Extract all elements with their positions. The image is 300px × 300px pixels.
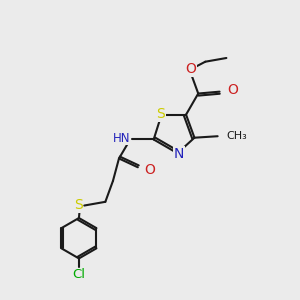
Text: S: S [157,107,165,121]
Text: S: S [74,198,82,212]
Text: O: O [144,163,155,177]
Text: CH₃: CH₃ [226,130,247,141]
Text: HN: HN [113,132,131,145]
Text: O: O [227,83,238,98]
Text: O: O [185,62,196,76]
Text: N: N [174,147,184,161]
Text: Cl: Cl [72,268,86,281]
